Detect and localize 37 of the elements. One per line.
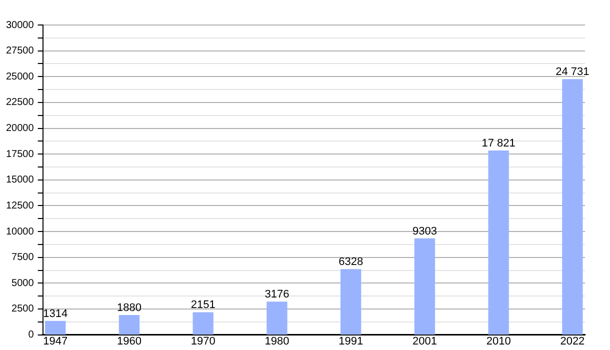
data-label: 3176 (264, 288, 290, 301)
bar (488, 150, 509, 335)
bar (45, 320, 66, 335)
y-tick-label: 7500 (12, 252, 34, 264)
x-tick-label: 1991 (338, 335, 364, 348)
data-label: 1314 (43, 308, 68, 320)
data-label: 24 731 (556, 66, 590, 78)
data-label: 1880 (116, 302, 142, 314)
x-tick-label: 2010 (486, 335, 511, 348)
y-tick-label: 5000 (12, 278, 34, 289)
y-tick-label: 12500 (6, 200, 34, 212)
y-tick-label: 22500 (6, 97, 34, 108)
bar (340, 269, 362, 335)
bar (562, 79, 583, 335)
data-label: 17 821 (482, 137, 516, 150)
bar (266, 302, 288, 335)
data-label: 2151 (190, 299, 216, 312)
x-tick-label: 1947 (43, 335, 68, 348)
y-tick-label: 17500 (6, 148, 34, 160)
x-tick-label: 1980 (264, 335, 290, 348)
bar (118, 315, 140, 335)
y-tick-label: 20000 (6, 123, 34, 134)
y-tick-label: 27500 (6, 46, 34, 57)
x-tick-label: 2022 (560, 335, 585, 348)
y-tick-label: 15000 (6, 174, 34, 186)
y-tick-label: 30000 (6, 20, 34, 31)
y-tick-label: 2500 (12, 304, 34, 315)
data-label: 6328 (338, 256, 364, 268)
y-tick-label: 25000 (6, 71, 34, 82)
x-tick-label: 2001 (412, 335, 437, 348)
data-label: 9303 (412, 225, 437, 238)
y-tick-label: 0 (28, 330, 34, 341)
x-tick-label: 1960 (116, 335, 142, 348)
y-tick-label: 10000 (6, 226, 34, 238)
bar (192, 312, 214, 335)
x-tick-label: 1970 (190, 335, 216, 348)
bar (414, 238, 436, 335)
